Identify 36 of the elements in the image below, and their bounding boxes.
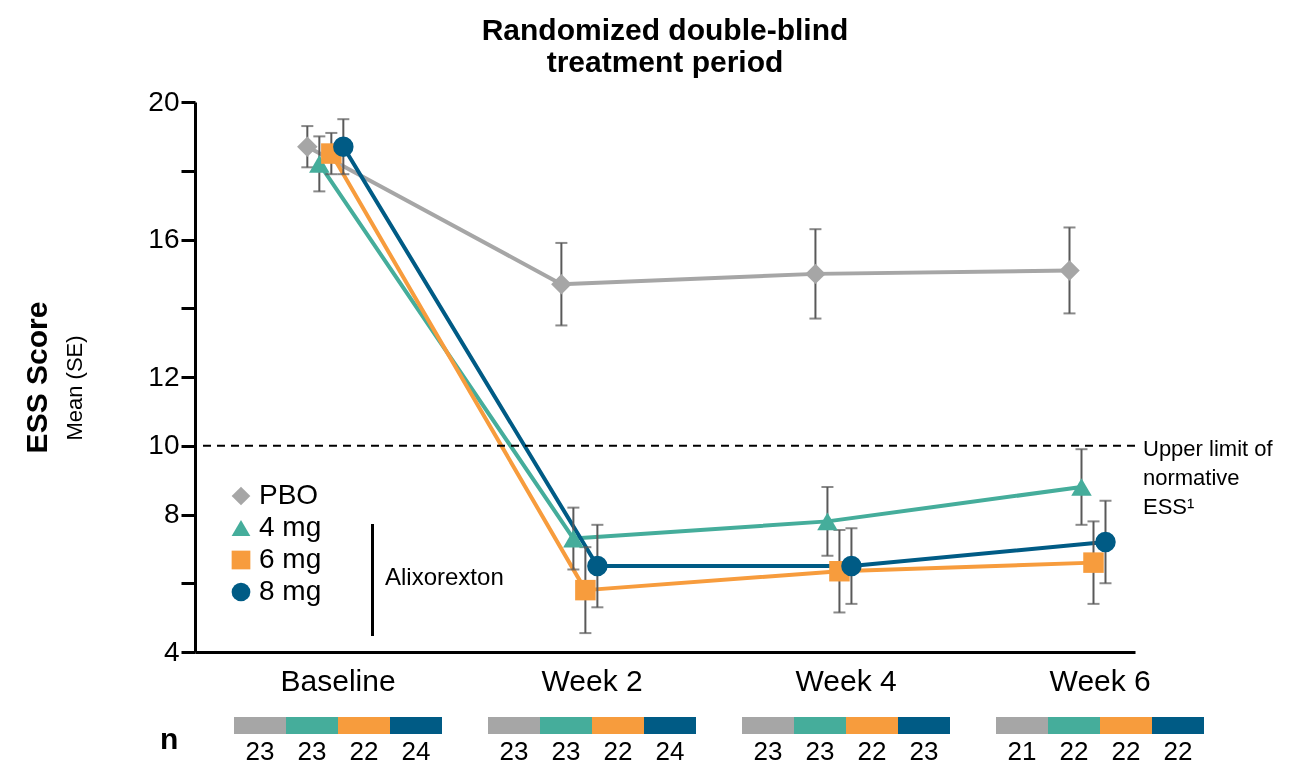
y-tick-label: 16 [148,223,180,254]
text: 23 [550,736,582,766]
legend-label: PBO [259,479,319,510]
annotation: Alixorexton [385,563,504,590]
legend-label: 4 mg [259,511,322,542]
text: 23 [908,736,940,766]
text: 22 [348,736,380,766]
legend-label: 8 mg [259,575,322,606]
legend-label: 6 mg [259,543,322,574]
text: 22 [1110,736,1142,766]
ref-line-label: Upper limit of normative ESS¹ [1143,434,1274,521]
text: 23 [804,736,836,766]
text: n [160,722,179,756]
y-tick-label: 20 [148,85,180,117]
text: 21 [1006,736,1038,766]
x-tick-label: Week 6 [1049,663,1151,697]
y-tick-label: 4 [163,635,180,667]
text: 23 [498,736,530,766]
y-tick-label: 12 [148,360,180,392]
x-tick-label: Week 2 [541,663,643,697]
y-axis-title: ESS Score [20,301,54,454]
chart-title: Randomized double-blind treatment period [481,13,849,78]
text: 22 [602,736,634,766]
y-tick-label: 10 [148,429,180,461]
x-tick-label: Baseline [280,663,396,697]
text: 22 [856,736,888,766]
text: 24 [654,736,686,766]
text: Mean (SE) [62,335,87,441]
text: 24 [400,736,432,766]
text: 22 [1058,736,1090,766]
y-tick-label: 8 [163,498,180,529]
text: 22 [1162,736,1194,766]
text: 23 [752,736,784,766]
text: 23 [296,736,328,766]
text: 23 [244,736,276,766]
x-tick-label: Week 4 [795,663,897,697]
